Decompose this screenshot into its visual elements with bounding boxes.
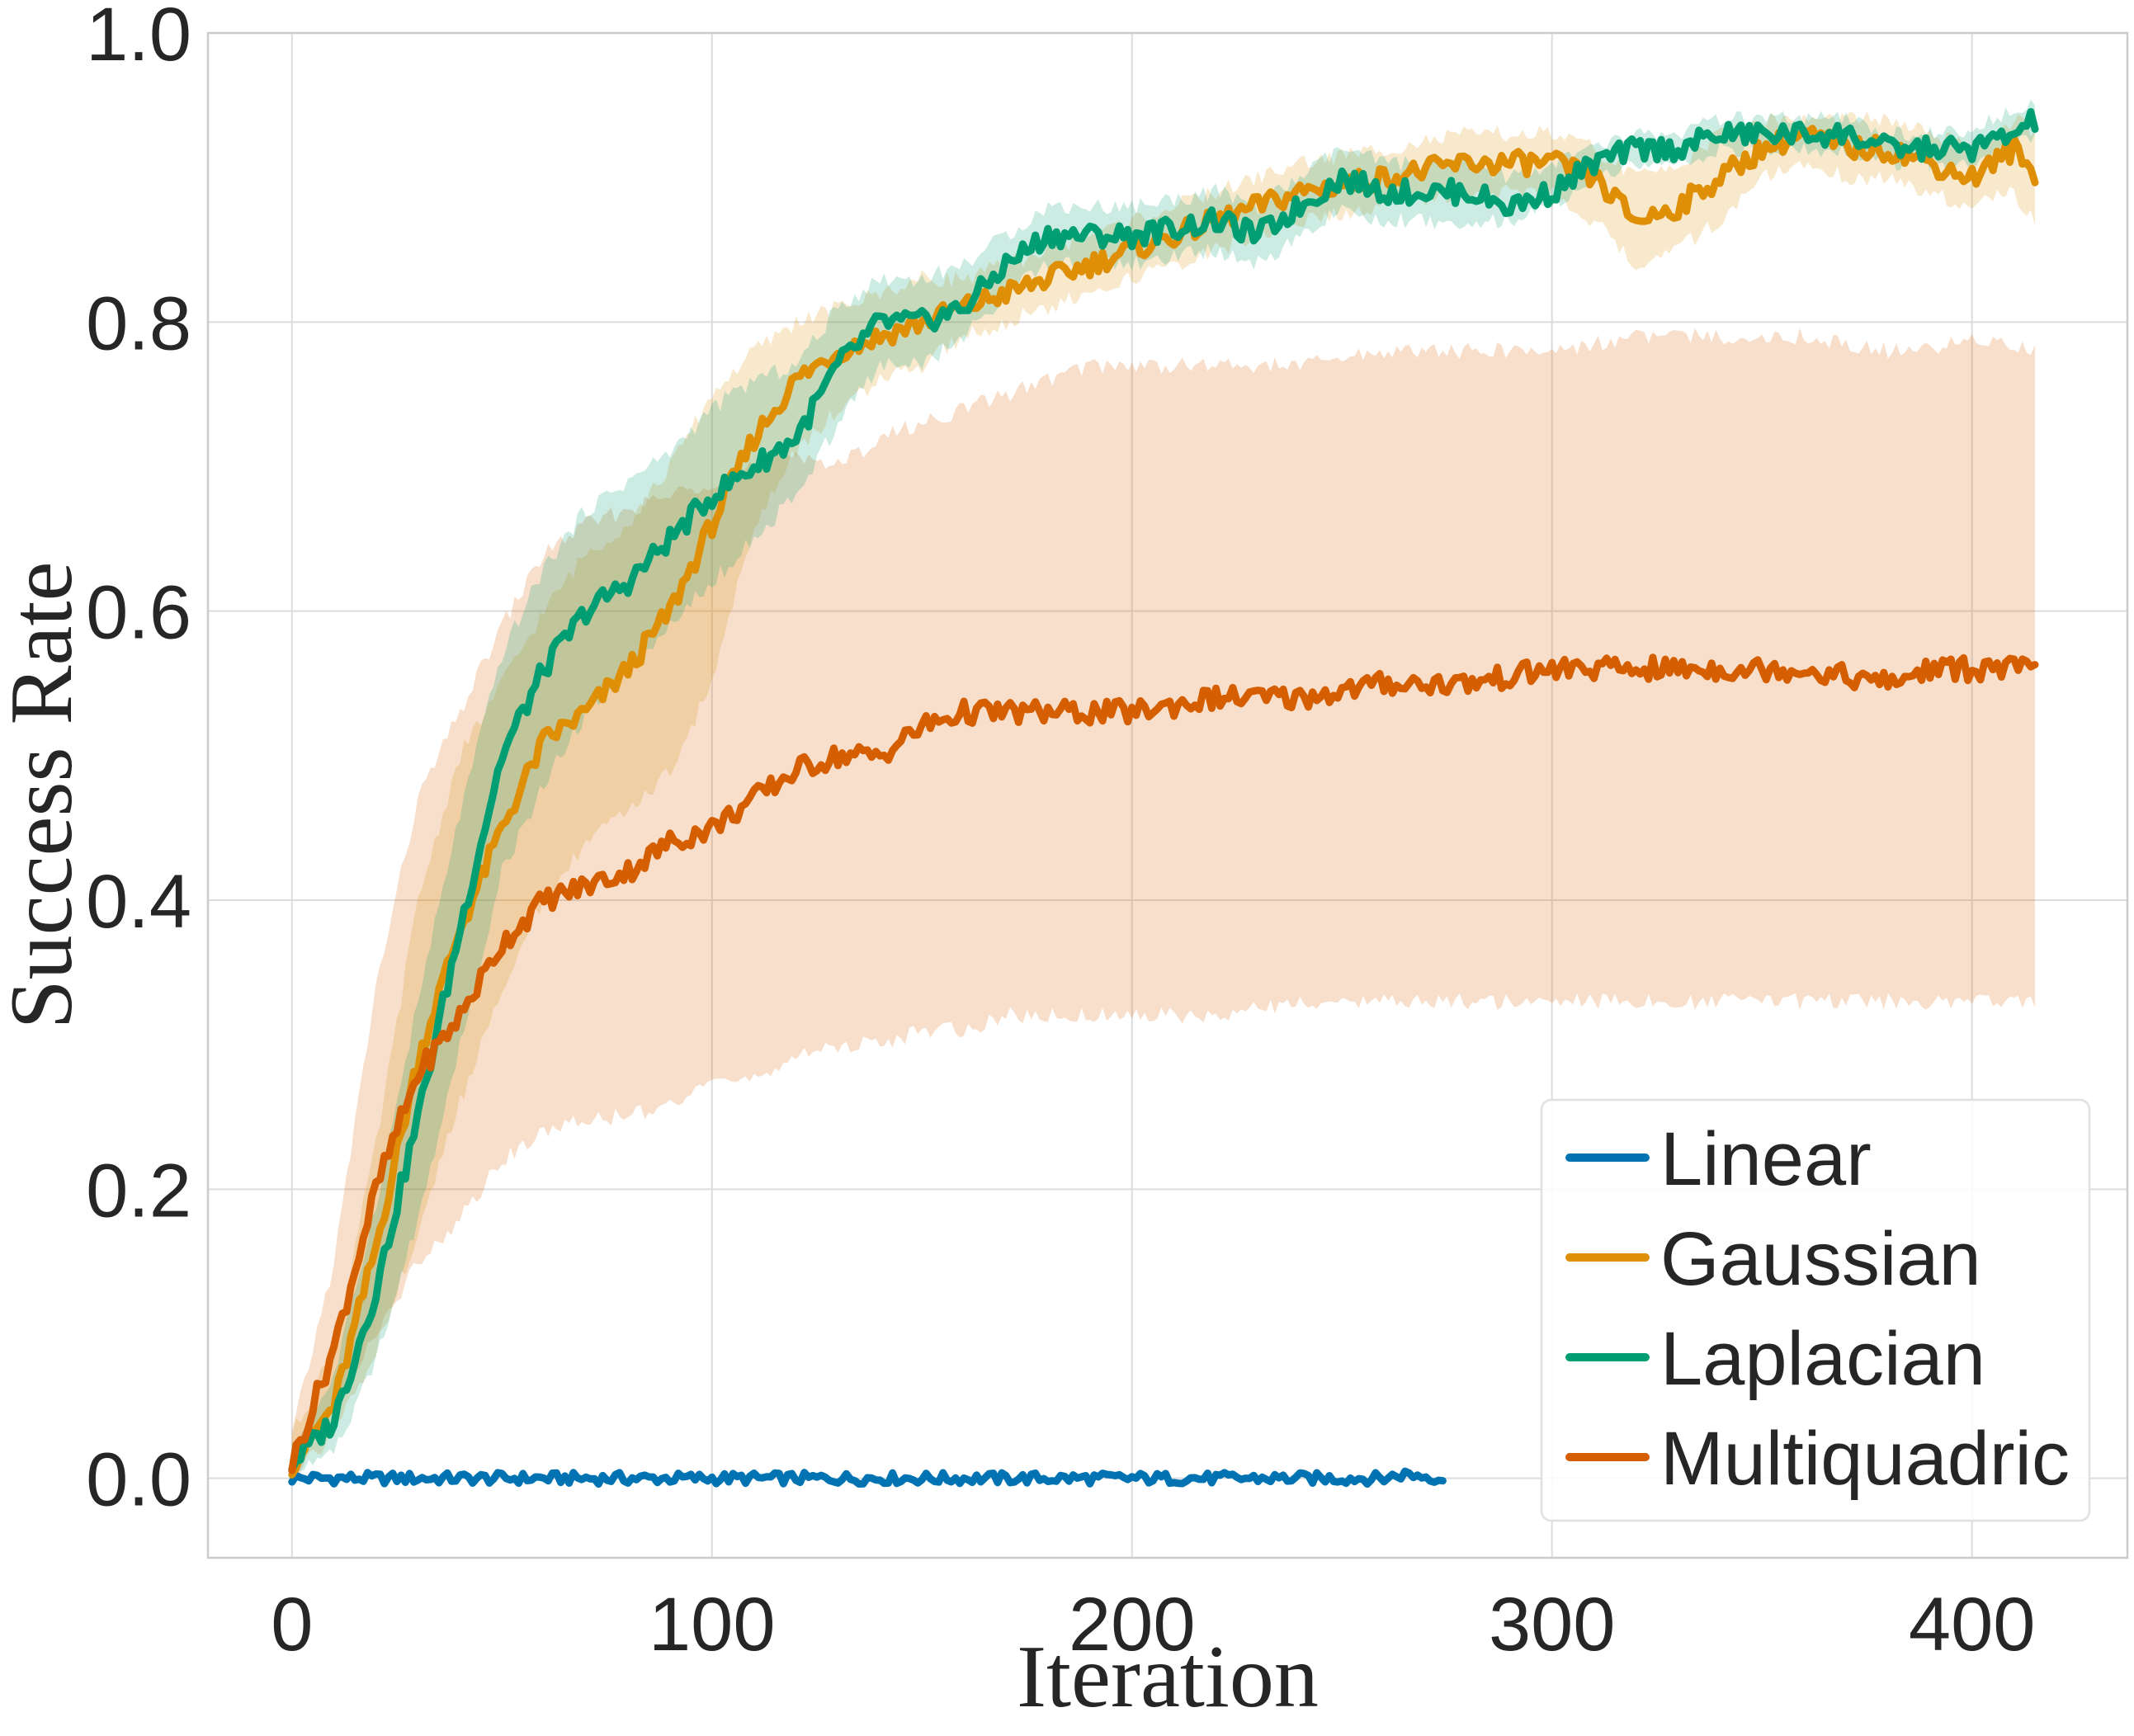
line-laplacian bbox=[288, 108, 2039, 1474]
legend-box bbox=[1540, 1098, 2091, 1522]
series-lines bbox=[288, 108, 2039, 1488]
legend: Linear Gaussian Laplacian Multiquadric bbox=[1540, 1098, 2091, 1522]
y-tick-label: 0.2 bbox=[86, 1149, 191, 1233]
x-tick-label: 0 bbox=[271, 1583, 313, 1667]
confidence-bands bbox=[291, 99, 2035, 1486]
x-tick-label: 200 bbox=[1069, 1583, 1196, 1667]
x-tick-label: 400 bbox=[1909, 1583, 2036, 1667]
x-tick-label: 100 bbox=[649, 1583, 776, 1667]
x-axis-title: Iteration bbox=[1017, 1628, 1319, 1726]
legend-label-laplacian: Laplacian bbox=[1660, 1317, 1985, 1401]
y-tick-label: 1.0 bbox=[86, 0, 191, 77]
legend-label-multiquadric: Multiquadric bbox=[1660, 1417, 2070, 1501]
tick-labels: 0 100 200 300 400 0.0 0.2 0.4 0.6 0.8 1.0 bbox=[86, 0, 2035, 1667]
line-multiquadric bbox=[288, 653, 2039, 1474]
line-gaussian bbox=[288, 125, 2039, 1479]
band-gaussian bbox=[291, 111, 2035, 1483]
y-axis-title: Success Rate bbox=[0, 562, 91, 1030]
legend-label-gaussian: Gaussian bbox=[1660, 1217, 1981, 1301]
y-tick-label: 0.0 bbox=[86, 1438, 191, 1522]
plot-frame bbox=[206, 31, 2129, 1559]
band-multiquadric bbox=[291, 328, 2035, 1483]
x-tick-label: 300 bbox=[1489, 1583, 1616, 1667]
line-linear bbox=[288, 1467, 1447, 1488]
y-tick-label: 0.6 bbox=[86, 571, 191, 655]
band-laplacian bbox=[291, 99, 2035, 1486]
legend-label-linear: Linear bbox=[1660, 1117, 1872, 1201]
y-tick-label: 0.4 bbox=[86, 860, 191, 944]
y-tick-label: 0.8 bbox=[86, 281, 191, 366]
